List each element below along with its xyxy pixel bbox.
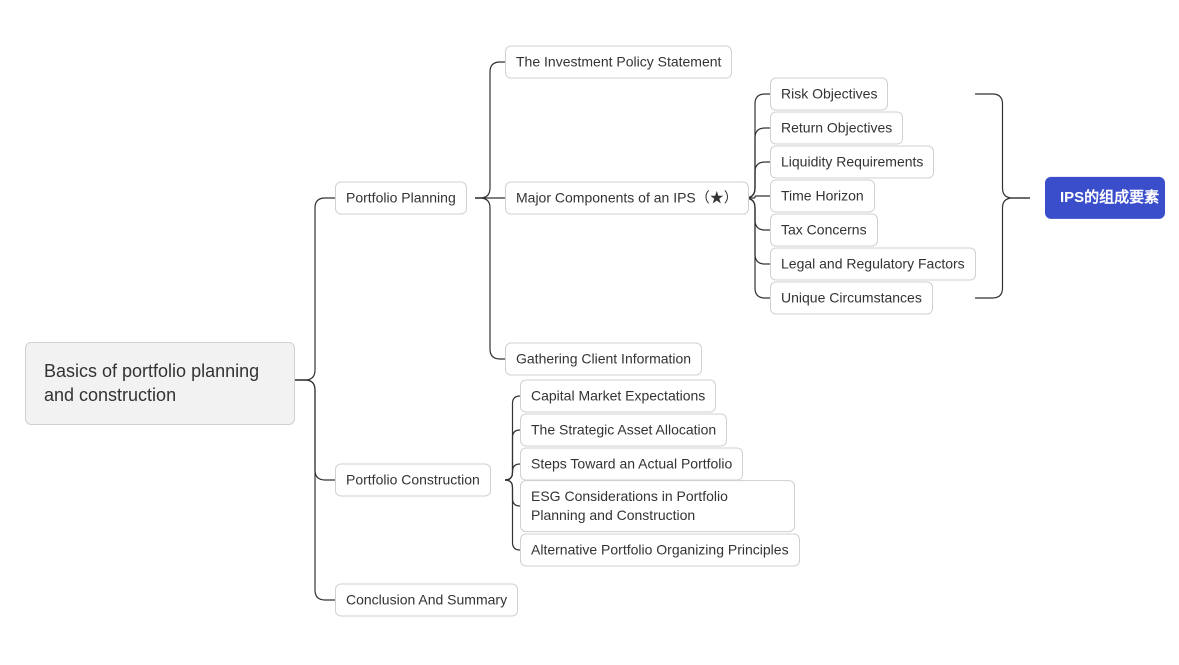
const-child-4: Alternative Portfolio Organizing Princip…	[520, 534, 800, 567]
const-child-3: ESG Considerations in Portfolio Planning…	[520, 480, 795, 532]
major-child-6: Unique Circumstances	[770, 282, 933, 315]
level1-node-concl: Conclusion And Summary	[335, 584, 518, 617]
major-child-2: Liquidity Requirements	[770, 146, 934, 179]
plan-child-gather: Gathering Client Information	[505, 343, 702, 376]
highlight-node: IPS的组成要素	[1045, 177, 1165, 219]
major-child-0: Risk Objectives	[770, 78, 888, 111]
major-child-5: Legal and Regulatory Factors	[770, 248, 976, 281]
plan-child-ips: The Investment Policy Statement	[505, 46, 732, 79]
const-child-1: The Strategic Asset Allocation	[520, 414, 727, 447]
major-child-4: Tax Concerns	[770, 214, 878, 247]
const-child-2: Steps Toward an Actual Portfolio	[520, 448, 743, 481]
level1-node-const: Portfolio Construction	[335, 464, 491, 497]
root-node: Basics of portfolio planning and constru…	[25, 342, 295, 425]
plan-child-major: Major Components of an IPS（★）	[505, 182, 749, 215]
major-child-3: Time Horizon	[770, 180, 875, 213]
level1-node-plan: Portfolio Planning	[335, 182, 467, 215]
const-child-0: Capital Market Expectations	[520, 380, 716, 413]
major-child-1: Return Objectives	[770, 112, 903, 145]
